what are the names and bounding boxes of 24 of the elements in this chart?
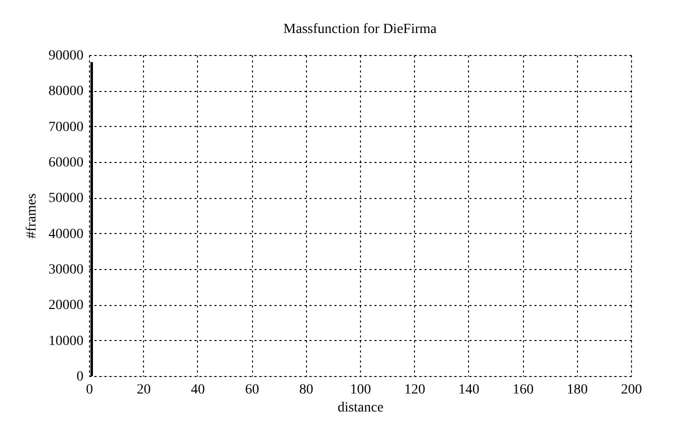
y-axis-title: #frames (24, 193, 40, 239)
y-tick-label: 10000 (48, 334, 84, 349)
y-tick-label: 30000 (48, 262, 84, 278)
y-tick-label: 20000 (48, 298, 84, 314)
y-tick-label: 90000 (48, 48, 84, 64)
chart-title: Massfunction for DieFirma (283, 22, 438, 37)
x-tick-label: 120 (404, 382, 426, 398)
x-tick-label: 140 (458, 382, 480, 398)
x-axis-title: distance (338, 400, 384, 416)
x-tick-label: 60 (245, 382, 260, 398)
x-tick-label: 80 (299, 382, 314, 398)
x-tick-label: 40 (190, 382, 205, 398)
x-tick-label: 0 (86, 382, 93, 398)
x-tick-label: 20 (136, 382, 151, 398)
y-tick-label: 40000 (48, 226, 84, 242)
x-tick-label: 100 (350, 382, 371, 398)
x-tick-label: 200 (621, 382, 642, 398)
y-tick-label: 50000 (48, 191, 84, 206)
y-tick-label: 80000 (48, 84, 84, 100)
y-tick-label: 60000 (48, 156, 84, 170)
y-tick-label: 70000 (48, 120, 84, 135)
x-tick-label: 180 (566, 382, 588, 398)
y-tick-label: 0 (76, 370, 84, 384)
x-tick-label: 160 (512, 382, 534, 398)
